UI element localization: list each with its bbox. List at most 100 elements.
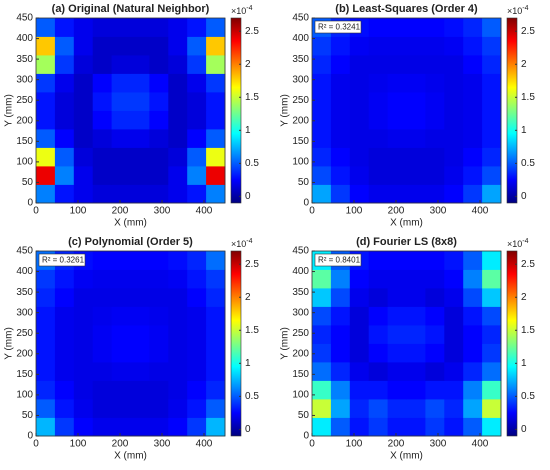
heatmap-cell (444, 184, 464, 204)
heatmap-cell (444, 325, 464, 344)
y-tick-label: 150 (16, 369, 33, 380)
colorbar-tick-label: 1.5 (245, 325, 259, 336)
heatmap-cell (463, 288, 483, 307)
heatmap-cell (206, 325, 226, 344)
heatmap-cell (206, 417, 226, 437)
heatmap-cell (482, 55, 502, 74)
colorbar-tick-label: 2 (245, 59, 251, 70)
heatmap-cell (387, 380, 407, 400)
heatmap-cell (187, 55, 207, 74)
heatmap-cell (349, 325, 370, 344)
heatmap-cell (130, 306, 150, 326)
heatmap-cell (463, 417, 483, 437)
colorbar-tick-label: 1.5 (521, 92, 535, 103)
x-tick-label: 200 (112, 439, 129, 450)
heatmap-cell (36, 325, 56, 344)
heatmap-cell (425, 380, 445, 400)
heatmap-cell (54, 380, 75, 400)
heatmap-cell (36, 18, 56, 37)
heatmap-cell (130, 417, 150, 437)
x-tick-label: 200 (388, 206, 405, 217)
heatmap-cell (312, 92, 332, 111)
heatmap-cell (349, 147, 370, 167)
heatmap-cell (406, 251, 426, 270)
heatmap-cell (73, 184, 94, 204)
y-axis-label: Y (mm) (4, 94, 15, 127)
panel-title: (a) Original (Natural Neighbor) (52, 3, 210, 15)
heatmap-cell (463, 110, 483, 130)
heatmap-cell (312, 325, 332, 344)
heatmap-cell (168, 251, 188, 270)
heatmap-cell (349, 380, 370, 400)
heatmap-cell (368, 166, 388, 185)
heatmap-cell (92, 362, 112, 381)
heatmap-cell (330, 55, 351, 74)
heatmap-cell (463, 18, 483, 37)
heatmap-cell (368, 325, 388, 344)
heatmap-cell (444, 166, 464, 185)
heatmap-cell (312, 110, 332, 130)
heatmap-cell (444, 288, 464, 307)
y-tick-label: 200 (16, 348, 33, 359)
y-tick-label: 200 (292, 115, 309, 126)
heatmap-cell (168, 147, 188, 167)
colorbar-tick-label: 0.5 (521, 158, 535, 169)
y-tick-label: 300 (292, 307, 309, 318)
heatmap-cell (111, 343, 131, 363)
y-tick-label: 0 (303, 431, 309, 442)
heatmap-cell (349, 417, 370, 437)
heatmap-cell (444, 18, 464, 37)
heatmap-cell (149, 110, 169, 130)
heatmap-cell (36, 288, 56, 307)
heatmap-cell (36, 184, 56, 204)
heatmap-cell (463, 36, 483, 56)
heatmap-cell (206, 147, 226, 167)
heatmap-cell (130, 269, 150, 289)
heatmap-cell (187, 343, 207, 363)
heatmap-cell (425, 362, 445, 381)
heatmap-cell (444, 36, 464, 56)
heatmap-cell (149, 251, 169, 270)
heatmap-cell (149, 343, 169, 363)
heatmap-cell (92, 288, 112, 307)
heatmap-cell (36, 73, 56, 93)
heatmap-cell (168, 92, 188, 111)
heatmap-cell (206, 251, 226, 270)
heatmap-cell (368, 36, 388, 56)
heatmap-cell (187, 380, 207, 400)
colorbar-scale: ×10-4 (231, 238, 253, 250)
annotation: R² = 0.3241 (318, 23, 361, 32)
heatmap-cell (92, 129, 112, 148)
heatmap-cell (36, 36, 56, 56)
y-tick-label: 50 (298, 177, 310, 188)
heatmap-cell (54, 55, 75, 74)
heatmap-cell (463, 184, 483, 204)
y-tick-label: 0 (27, 198, 33, 209)
heatmap-cell (187, 251, 207, 270)
heatmap-cell (187, 73, 207, 93)
heatmap-cell (73, 362, 94, 381)
heatmap-cell (330, 36, 351, 56)
heatmap-cell (368, 184, 388, 204)
heatmap-cell (187, 269, 207, 289)
y-tick-label: 400 (16, 266, 33, 277)
heatmap-cell (36, 417, 56, 437)
y-tick-label: 0 (27, 431, 33, 442)
heatmap-cell (73, 55, 94, 74)
colorbar-tick-label: 1.5 (245, 92, 259, 103)
heatmap-cell (54, 325, 75, 344)
heatmap-cell (111, 36, 131, 56)
heatmap-cell (130, 36, 150, 56)
heatmap-cell (92, 343, 112, 363)
heatmap-cell (54, 184, 75, 204)
heatmap-cell (149, 18, 169, 37)
heatmap-cell (168, 325, 188, 344)
heatmap-cell (36, 362, 56, 381)
heatmap-cell (330, 166, 351, 185)
heatmap-cell (349, 269, 370, 289)
x-tick-label: 0 (33, 206, 39, 217)
heatmap-cell (387, 325, 407, 344)
heatmap-cell (387, 110, 407, 130)
heatmap-cell (330, 417, 351, 437)
